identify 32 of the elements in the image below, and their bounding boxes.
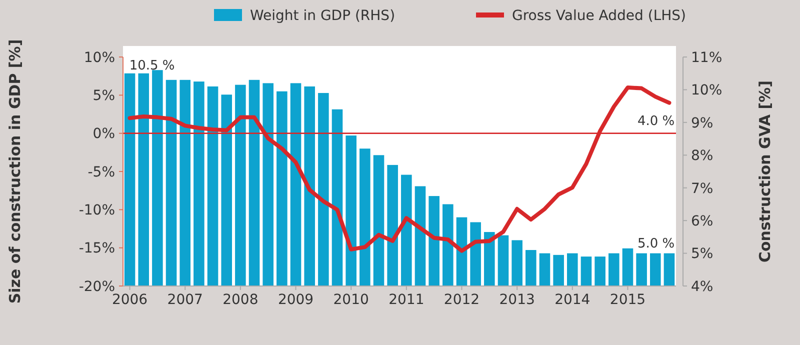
x-tick-label: 2013 <box>499 292 535 308</box>
y2-tick-label: 6% <box>691 213 714 230</box>
legend-label: Gross Value Added (LHS) <box>512 8 686 24</box>
legend-label: Weight in GDP (RHS) <box>250 8 396 24</box>
y-axis-title: Size of construction in GDP [%] <box>6 39 24 304</box>
y2-tick-label: 8% <box>691 148 714 164</box>
annotation: 4.0 % <box>637 114 675 129</box>
x-tick-label: 2011 <box>388 292 424 308</box>
y-tick-label: -5% <box>88 164 115 180</box>
y-tick-label: 5% <box>92 88 115 104</box>
y2-tick-label: 10% <box>691 82 722 99</box>
y-tick-label: -15% <box>78 240 115 257</box>
annotation: 10.5 % <box>129 58 175 74</box>
x-tick-label: 2006 <box>112 292 148 308</box>
y2-tick-label: 5% <box>691 246 714 262</box>
y2-tick-label: 9% <box>691 115 714 132</box>
annotation: 5.0 % <box>637 236 675 252</box>
y-tick-label: 0% <box>92 126 115 142</box>
x-tick-label: 2010 <box>333 292 369 308</box>
y-tick-label: -20% <box>78 278 115 295</box>
y2-axis-title: Construction GVA [%] <box>756 80 774 263</box>
y-tick-label: -10% <box>78 202 115 219</box>
y2-tick-label: 4% <box>691 278 714 295</box>
x-tick-label: 2015 <box>610 292 646 308</box>
x-tick-label: 2008 <box>222 292 258 308</box>
y-tick-label: 10% <box>84 50 115 66</box>
y2-tick-label: 11% <box>691 50 722 66</box>
x-tick-label: 2009 <box>278 292 314 308</box>
y2-tick-label: 7% <box>691 180 714 197</box>
x-tick-label: 2012 <box>444 292 480 308</box>
x-tick-label: 2007 <box>167 292 203 308</box>
x-tick-label: 2014 <box>554 292 590 308</box>
